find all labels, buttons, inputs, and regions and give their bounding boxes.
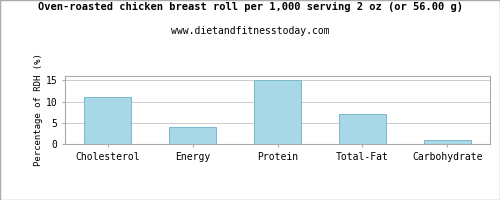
Y-axis label: Percentage of RDH (%): Percentage of RDH (%) bbox=[34, 54, 43, 166]
Bar bbox=[84, 97, 131, 144]
Text: www.dietandfitnesstoday.com: www.dietandfitnesstoday.com bbox=[170, 26, 330, 36]
Text: Oven-roasted chicken breast roll per 1,000 serving 2 oz (or 56.00 g): Oven-roasted chicken breast roll per 1,0… bbox=[38, 2, 463, 12]
Bar bbox=[169, 127, 216, 144]
Bar bbox=[339, 114, 386, 144]
Bar bbox=[424, 140, 470, 144]
Bar bbox=[254, 80, 301, 144]
